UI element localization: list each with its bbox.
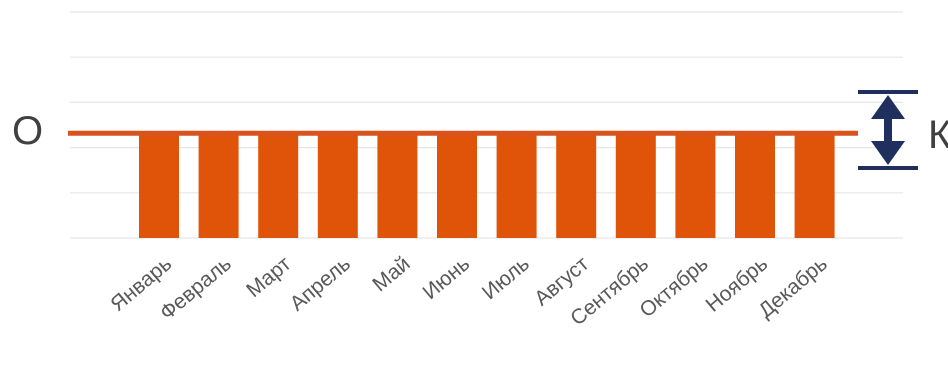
bar-10 (675, 135, 716, 238)
gridlines (70, 11, 903, 239)
bar-3 (258, 135, 299, 238)
reference-line-label: О (12, 109, 43, 153)
bar-11 (735, 135, 775, 238)
bar-12 (794, 135, 835, 238)
x-tick-label: Май (368, 252, 414, 296)
range-indicator (858, 90, 918, 170)
bar-7 (496, 135, 537, 238)
x-tick-label: Апрель (286, 252, 355, 315)
x-tick-label: Октябрь (635, 252, 712, 322)
x-tick-label: Июль (478, 252, 534, 304)
bar-6 (437, 135, 477, 238)
bar-2 (198, 135, 239, 238)
bar-8 (556, 135, 597, 238)
bars (139, 135, 835, 238)
bar-1 (139, 135, 179, 238)
x-tick-label: Март (242, 252, 296, 302)
x-tick-label: Июнь (419, 252, 475, 304)
bar-9 (615, 135, 656, 238)
bar-4 (317, 135, 358, 238)
double-arrow-icon (871, 95, 905, 165)
bar-5 (377, 135, 418, 238)
range-indicator-label: К (928, 113, 948, 157)
